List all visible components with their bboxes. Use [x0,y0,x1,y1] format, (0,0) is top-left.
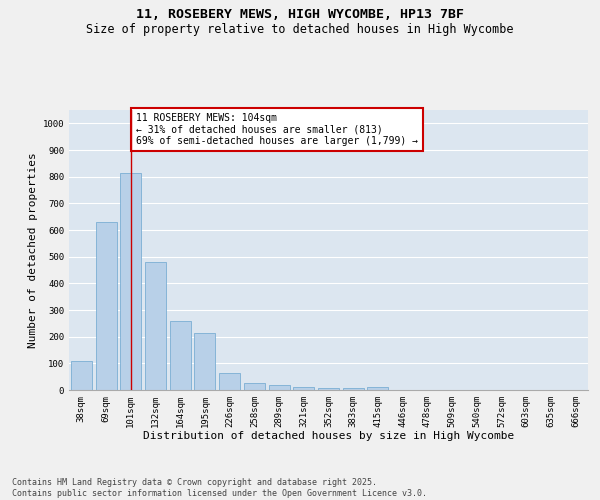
Bar [269,384,290,390]
Bar [367,388,388,390]
Text: Contains HM Land Registry data © Crown copyright and database right 2025.
Contai: Contains HM Land Registry data © Crown c… [12,478,427,498]
Bar [244,383,265,390]
Bar [71,360,92,390]
Bar [293,386,314,390]
Bar [170,321,191,390]
Bar [194,334,215,390]
Bar [219,372,240,390]
Bar [95,222,116,390]
X-axis label: Distribution of detached houses by size in High Wycombe: Distribution of detached houses by size … [143,432,514,442]
Bar [145,262,166,390]
Text: 11 ROSEBERY MEWS: 104sqm
← 31% of detached houses are smaller (813)
69% of semi-: 11 ROSEBERY MEWS: 104sqm ← 31% of detach… [136,112,418,146]
Y-axis label: Number of detached properties: Number of detached properties [28,152,38,348]
Text: 11, ROSEBERY MEWS, HIGH WYCOMBE, HP13 7BF: 11, ROSEBERY MEWS, HIGH WYCOMBE, HP13 7B… [136,8,464,20]
Bar [343,388,364,390]
Text: Size of property relative to detached houses in High Wycombe: Size of property relative to detached ho… [86,22,514,36]
Bar [318,388,339,390]
Bar [120,172,141,390]
